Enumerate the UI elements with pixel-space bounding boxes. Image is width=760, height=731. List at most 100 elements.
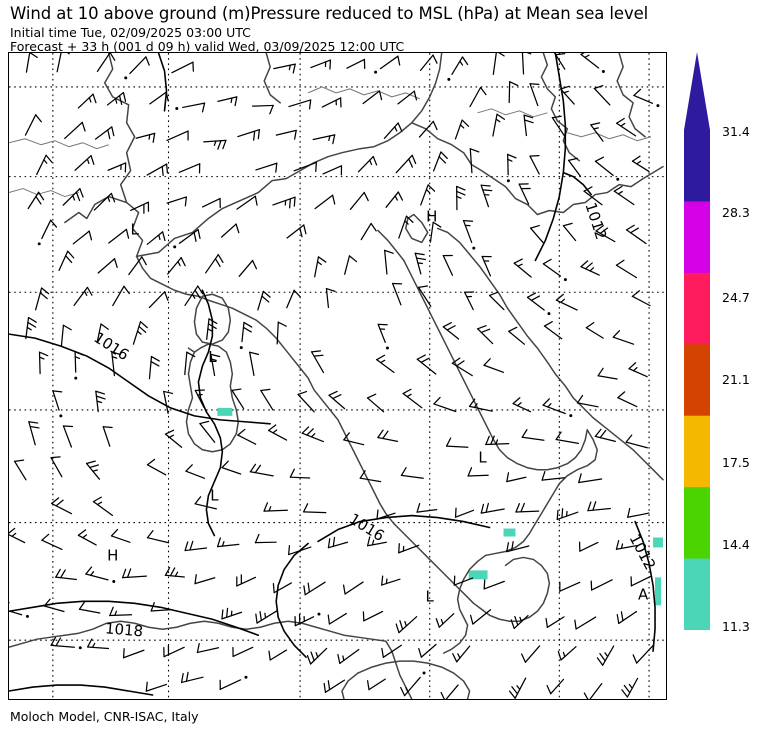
wind-barb-half-flag [86,158,90,165]
wind-barb-half-flag [547,403,552,408]
wind-barb-flag [165,91,169,102]
wind-barb-shaft [344,581,364,595]
wind-barb-shaft [58,250,69,272]
wind-barb-shaft [483,364,505,373]
wind-barb-shaft [249,351,255,377]
wind-barb-flag [584,262,593,270]
wind-barb-half-flag [148,134,151,140]
calm-marker [447,77,451,81]
wind-barb-flag [583,186,593,192]
wind-barb-flag [628,362,637,370]
wind-barb-flag [620,611,624,622]
calm-marker [385,346,389,350]
wind-barb-shaft [107,162,127,171]
wind-barb-flag [253,130,256,141]
wind-barb-flag [289,468,295,478]
wind-barb-shaft [469,86,482,108]
wind-barb-flag [612,330,621,338]
wind-barb-flag [50,636,57,646]
wind-barb-shaft [480,508,505,514]
colorbar-band [684,272,710,345]
wind-barb-flag [150,355,160,362]
wind-barb-flag [186,351,196,358]
wind-barb-flag [405,215,414,223]
wind-barb-flag [109,606,114,617]
wind-barb-flag [242,326,252,333]
wind-barb-flag [627,507,631,518]
wind-barb-shaft [96,53,111,72]
wind-barb-shaft [78,608,101,614]
wind-barb-shaft [130,201,149,212]
wind-barb-flag [632,654,638,664]
wind-barb-flag [596,657,604,666]
wind-barb-flag [197,285,204,295]
wind-barb-shaft [506,545,530,553]
wind-barb-flag [395,623,400,634]
wind-barb-flag [594,156,605,162]
calm-marker [239,346,243,350]
wind-barb-flag [43,598,51,607]
wind-barb-half-flag [604,652,609,658]
wind-barb-flag [555,293,564,301]
map-panel[interactable]: 1012 1016 1016 1018 1012 H L L H L L L A [8,52,667,700]
wind-barb-flag [237,428,246,436]
wind-barb-flag [366,393,377,399]
wind-barb-flag [397,122,403,132]
wind-barb-flag [234,96,238,107]
wind-barb-flag [75,191,81,202]
wind-barb-half-flag [111,356,118,359]
wind-barb-flag [184,196,187,207]
wind-barb-flag [163,390,174,395]
wind-barb-flag [515,503,520,513]
wind-barb-shaft [87,646,110,650]
wind-barb-half-flag [369,159,373,166]
wind-barb-flag [332,394,342,400]
wind-barb-shaft [488,294,505,311]
wind-barb-shaft [297,393,315,413]
wind-barb-shaft [55,576,78,581]
wind-barb-shaft [64,121,83,140]
wind-barb-half-flag [425,188,431,194]
wind-barb-shaft [515,510,540,513]
wind-barb-half-flag [417,262,424,265]
wind-barb-flag [165,163,169,174]
wind-barb-flag [529,224,540,229]
wind-barb-shaft [397,90,415,105]
wind-barb-flag [377,429,384,439]
wind-barb-flag [37,191,45,201]
wind-barb-flag [629,227,639,234]
wind-barb-half-flag [288,64,291,71]
wind-barb-flag [506,542,510,553]
wind-barb-flag [376,354,386,361]
wind-barb-flag [585,322,595,329]
wind-barb-shaft [454,119,463,140]
wind-barb-flag [526,292,537,298]
wind-barb-flag [557,650,562,661]
wind-barb-shaft [567,159,582,178]
wind-barb-flag [275,162,278,173]
wind-barb-shaft [108,228,128,244]
wind-barb-shaft [513,262,532,278]
wind-barb-shaft [145,683,168,692]
wind-barb-shaft [56,53,62,73]
wind-barb-flag [208,318,218,325]
wind-barb-shaft [184,351,188,376]
wind-barb-shaft [377,323,386,344]
wind-barb-flag [95,395,106,400]
wind-barb-flag [222,139,227,150]
wind-barb-half-flag [11,532,17,537]
colorbar-band [684,130,710,202]
wind-barb-shaft [578,478,603,484]
wind-barb-shaft [324,679,346,693]
wind-barb-flag [593,84,604,90]
wind-barb-shaft [237,129,260,138]
wind-barb-flag [145,56,150,66]
wind-barb-flag [107,129,111,140]
wind-barb-shaft [184,547,208,552]
wind-barb-shaft [627,512,650,518]
wind-barb-flag [269,104,274,115]
wind-barb-flag [185,671,189,682]
wind-barb-flag [251,259,258,270]
wind-barb-shaft [62,425,73,448]
wind-barb-half-flag [628,683,633,689]
